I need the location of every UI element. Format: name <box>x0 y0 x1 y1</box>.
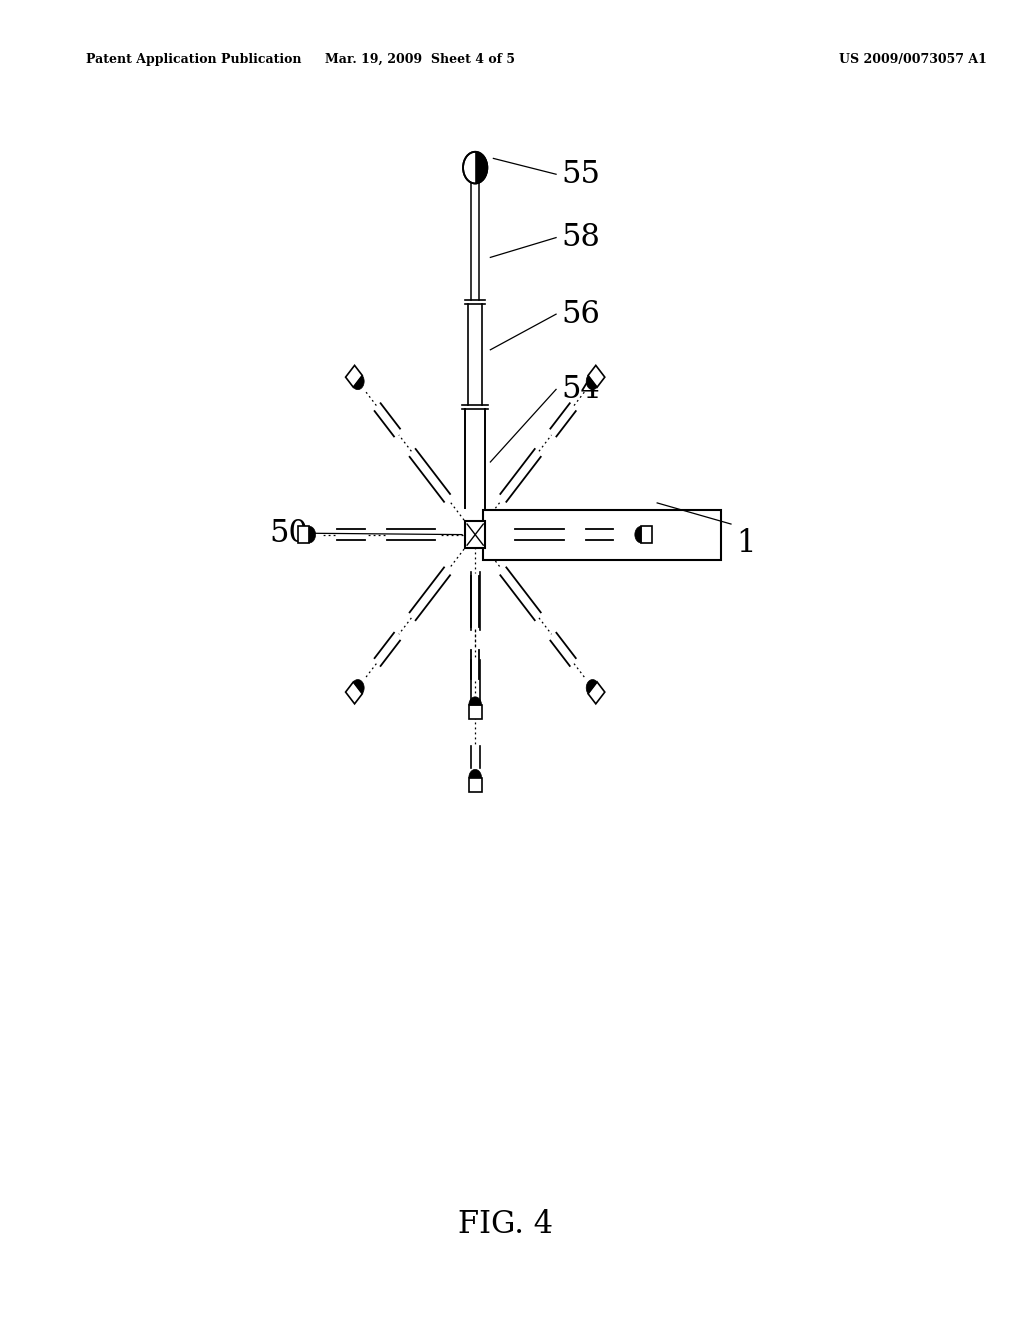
Text: 58: 58 <box>561 222 600 253</box>
Polygon shape <box>641 527 652 543</box>
Polygon shape <box>345 366 362 387</box>
Polygon shape <box>469 705 481 719</box>
Polygon shape <box>309 527 315 543</box>
Text: 1: 1 <box>736 528 756 560</box>
Polygon shape <box>353 375 365 389</box>
Text: FIG. 4: FIG. 4 <box>458 1209 553 1241</box>
Bar <box>483 510 721 560</box>
Polygon shape <box>586 680 597 694</box>
Text: 54: 54 <box>561 374 600 405</box>
Text: 55: 55 <box>561 158 600 190</box>
Text: Mar. 19, 2009  Sheet 4 of 5: Mar. 19, 2009 Sheet 4 of 5 <box>325 53 515 66</box>
Circle shape <box>463 152 487 183</box>
Text: US 2009/0073057 A1: US 2009/0073057 A1 <box>839 53 987 66</box>
Polygon shape <box>588 366 605 387</box>
Polygon shape <box>345 682 362 704</box>
Polygon shape <box>353 680 365 694</box>
Polygon shape <box>469 770 481 777</box>
Polygon shape <box>298 527 309 543</box>
Polygon shape <box>588 682 605 704</box>
Text: 56: 56 <box>561 298 600 330</box>
Polygon shape <box>469 777 481 792</box>
Text: 50: 50 <box>269 517 308 549</box>
Polygon shape <box>469 697 481 705</box>
Polygon shape <box>586 375 597 389</box>
Bar <box>465 521 485 548</box>
Polygon shape <box>635 527 641 543</box>
Wedge shape <box>475 152 487 183</box>
Text: Patent Application Publication: Patent Application Publication <box>86 53 301 66</box>
